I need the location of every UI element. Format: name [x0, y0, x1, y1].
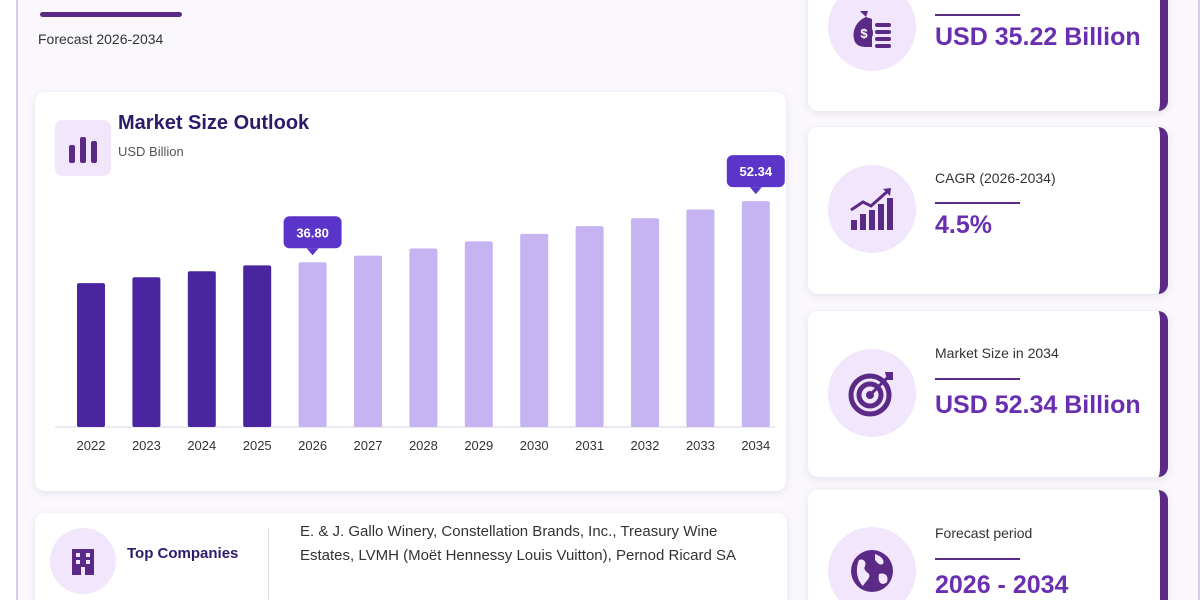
- x-tick-label: 2026: [298, 438, 327, 453]
- bar-chart-icon: [55, 120, 111, 176]
- x-tick-label: 2032: [631, 438, 660, 453]
- x-tick-label: 2025: [243, 438, 272, 453]
- target-icon: [828, 349, 916, 437]
- header-rule: [40, 12, 182, 17]
- bar-2026: [298, 262, 327, 427]
- stat-value: USD 52.34 Billion: [935, 391, 1141, 419]
- bar-2029: [464, 241, 493, 427]
- x-tick-label: 2031: [575, 438, 604, 453]
- data-label: 52.34: [740, 164, 773, 179]
- bar-2031: [575, 226, 604, 427]
- stat-card-cagr: CAGR (2026-2034) 4.5%: [808, 127, 1168, 294]
- x-tick-label: 2028: [409, 438, 438, 453]
- x-tick-label: 2023: [132, 438, 161, 453]
- stat-value: 2026 - 2034: [935, 571, 1069, 599]
- value-callout: 36.80: [283, 216, 342, 256]
- bar-chart: 2022 2023 2024 2025 2026 2027 2028 2029 2030 2031…: [55, 155, 785, 453]
- bar-2028: [409, 248, 438, 427]
- bar-2025: [243, 265, 272, 427]
- building-icon: [50, 528, 116, 594]
- x-tick-label: 2030: [520, 438, 549, 453]
- chart-title: Market Size Outlook: [118, 112, 310, 134]
- top-companies-card: Top Companies E. & J. Gallo Winery, Cons…: [35, 513, 787, 600]
- bar-2034: [741, 201, 770, 427]
- bar-2023: [132, 277, 161, 427]
- x-tick-label: 2034: [741, 438, 770, 453]
- bar-2027: [354, 255, 382, 427]
- bar-2033: [686, 209, 715, 427]
- stat-label: CAGR (2026-2034): [935, 170, 1056, 186]
- stat-card-market-size-current: $ USD 35.22 Billion: [808, 0, 1168, 111]
- x-tick-label: 2024: [187, 438, 216, 453]
- x-tick-label: 2029: [464, 438, 493, 453]
- divider: [268, 528, 269, 600]
- market-size-chart-card: Market Size Outlook USD Billion 2022 2023…: [35, 92, 786, 491]
- growth-chart-icon: [828, 165, 916, 253]
- top-companies-title: Top Companies: [127, 545, 239, 562]
- stat-divider: [935, 558, 1020, 560]
- stat-divider: [935, 202, 1020, 204]
- bar-2032: [631, 218, 659, 427]
- x-tick-label: 2027: [354, 438, 383, 453]
- globe-icon: [828, 527, 916, 600]
- x-tick-label: 2033: [686, 438, 715, 453]
- value-callout: 52.34: [726, 155, 785, 195]
- bar-2024: [187, 271, 216, 427]
- stat-label: Market Size in 2034: [935, 345, 1059, 361]
- stat-divider: [935, 14, 1020, 16]
- bar-2030: [520, 233, 549, 427]
- svg-text:$: $: [860, 26, 868, 41]
- stat-card-market-size-2034: Market Size in 2034 USD 52.34 Billion: [808, 311, 1168, 477]
- forecast-label: Forecast 2026-2034: [38, 31, 164, 47]
- stat-divider: [935, 378, 1020, 380]
- top-companies-list: E. & J. Gallo Winery, Constellation Bran…: [300, 523, 737, 564]
- stat-value: USD 35.22 Billion: [935, 23, 1141, 51]
- x-tick-label: 2022: [77, 438, 106, 453]
- chart-subtitle: USD Billion: [118, 144, 184, 159]
- stat-value: 4.5%: [935, 211, 992, 239]
- data-label: 36.80: [296, 225, 329, 240]
- stat-card-forecast-period: Forecast period 2026 - 2034: [808, 490, 1168, 600]
- stat-label: Forecast period: [935, 525, 1033, 541]
- bar-2022: [77, 283, 105, 427]
- money-bag-icon: $: [828, 0, 916, 71]
